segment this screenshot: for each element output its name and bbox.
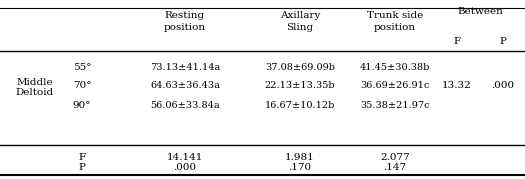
Text: 14.141: 14.141: [167, 153, 203, 161]
Text: 36.69±26.91c: 36.69±26.91c: [360, 81, 429, 91]
Text: 70°: 70°: [73, 81, 91, 91]
Text: 64.63±36.43a: 64.63±36.43a: [150, 81, 220, 91]
Text: Trunk side: Trunk side: [367, 11, 423, 21]
Text: Axillary: Axillary: [280, 11, 320, 21]
Text: 41.45±30.38b: 41.45±30.38b: [360, 62, 430, 71]
Text: P: P: [500, 37, 507, 47]
Text: 2.077: 2.077: [380, 153, 410, 161]
Text: 22.13±13.35b: 22.13±13.35b: [265, 81, 335, 91]
Text: F: F: [454, 37, 460, 47]
Text: 56.06±33.84a: 56.06±33.84a: [150, 101, 220, 110]
Text: 55°: 55°: [73, 62, 91, 71]
Text: Deltoid: Deltoid: [16, 88, 54, 97]
Text: 37.08±69.09b: 37.08±69.09b: [265, 62, 335, 71]
Text: .170: .170: [288, 163, 311, 173]
Text: P: P: [79, 163, 86, 173]
Text: position: position: [374, 23, 416, 32]
Text: position: position: [164, 23, 206, 32]
Text: 1.981: 1.981: [285, 153, 315, 161]
Text: .000: .000: [491, 81, 514, 91]
Text: Sling: Sling: [287, 23, 313, 32]
Text: Resting: Resting: [165, 11, 205, 21]
Text: F: F: [78, 153, 86, 161]
Text: Between: Between: [457, 6, 503, 16]
Text: 16.67±10.12b: 16.67±10.12b: [265, 101, 335, 110]
Text: 90°: 90°: [73, 101, 91, 110]
Text: 35.38±21.97c: 35.38±21.97c: [360, 101, 430, 110]
Text: Middle: Middle: [17, 78, 54, 87]
Text: 73.13±41.14a: 73.13±41.14a: [150, 62, 220, 71]
Text: .000: .000: [173, 163, 196, 173]
Text: .147: .147: [383, 163, 406, 173]
Text: 13.32: 13.32: [442, 81, 472, 91]
